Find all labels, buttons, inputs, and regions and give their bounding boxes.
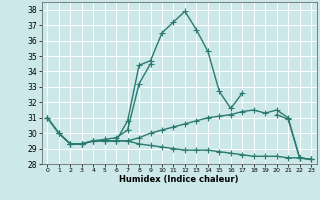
- X-axis label: Humidex (Indice chaleur): Humidex (Indice chaleur): [119, 175, 239, 184]
